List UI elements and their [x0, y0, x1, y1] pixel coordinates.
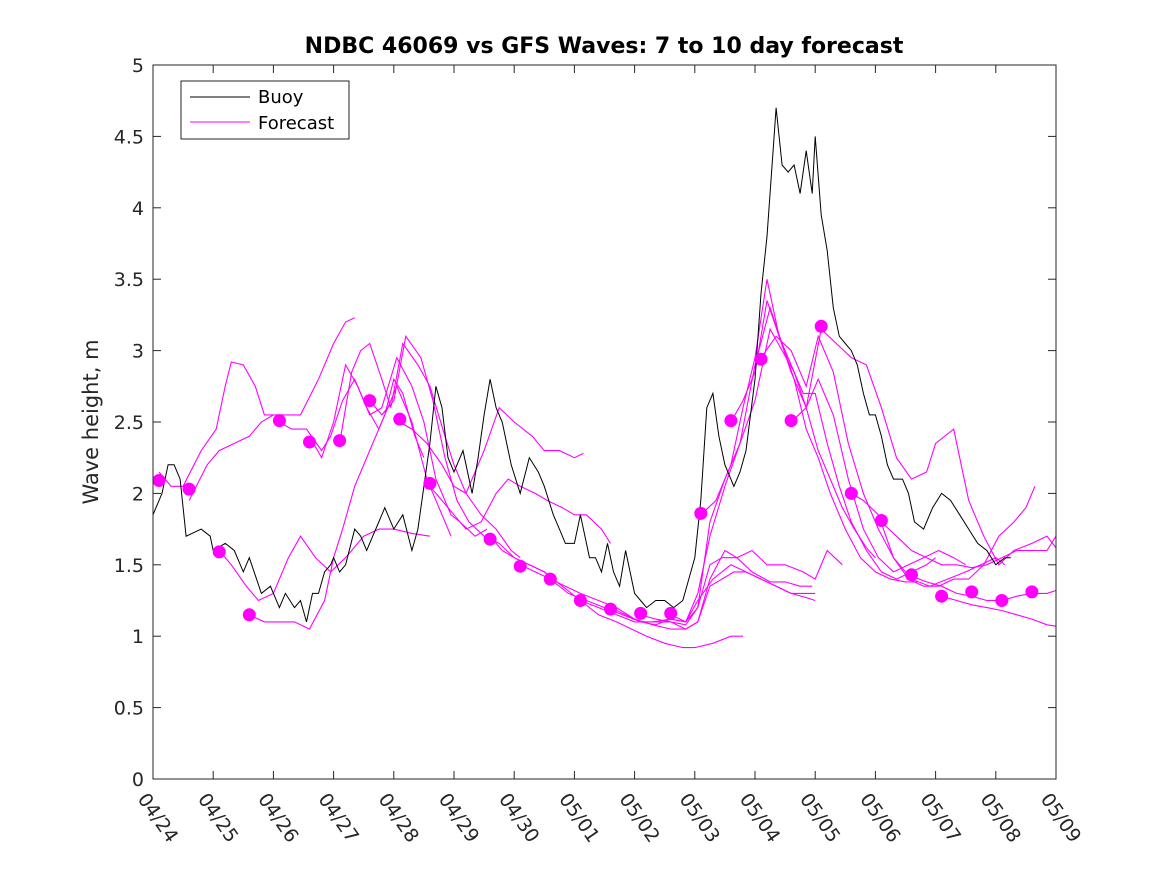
y-tick-label: 4	[132, 198, 144, 220]
chart-title: NDBC 46069 vs GFS Waves: 7 to 10 day for…	[305, 34, 904, 59]
y-tick-label: 2.5	[114, 412, 144, 434]
forecast-run-line-3	[218, 528, 430, 602]
forecast-marker-22	[814, 319, 828, 333]
forecast-marker-26	[935, 589, 949, 603]
legend-forecast-label: Forecast	[258, 113, 334, 134]
y-tick-label: 5	[132, 55, 144, 77]
forecast-marker-1	[152, 474, 166, 487]
forecast-marker-12	[513, 559, 527, 573]
forecast-marker-10	[423, 476, 437, 490]
forecast-run-line-10	[429, 478, 611, 544]
forecast-marker-25	[905, 568, 918, 582]
x-tick-label: 05/09	[1036, 789, 1085, 846]
forecast-marker-21	[784, 414, 798, 428]
y-tick-label: 2	[132, 483, 144, 505]
x-tick-label: 04/24	[133, 789, 182, 846]
forecast-run-line-23	[881, 521, 1057, 569]
forecast-marker-4	[242, 608, 256, 622]
plot-background	[153, 65, 1056, 779]
y-axis: 0 0.5 1 1.5 2 2.5 3 3.5 4 4.5 5	[114, 55, 1056, 791]
forecast-marker-14	[573, 594, 587, 607]
forecast-marker-3	[212, 545, 226, 559]
forecast-run-line-2	[188, 317, 355, 501]
x-tick-label: 04/25	[193, 789, 242, 846]
x-tick-label: 04/29	[434, 789, 483, 846]
forecast-marker-15	[604, 602, 617, 616]
y-axis-label: Wave height, m	[79, 339, 103, 504]
forecast-marker-18	[694, 506, 708, 520]
forecast-marker-16	[634, 606, 648, 620]
x-tick-label: 05/03	[675, 789, 724, 846]
forecast-marker-7	[333, 434, 347, 448]
forecast-run-line-4	[249, 377, 425, 630]
legend-box	[180, 80, 350, 140]
legend-buoy-label: Buoy	[258, 87, 304, 108]
forecast-marker-23	[844, 486, 858, 500]
forecast-marker-28	[995, 594, 1009, 607]
x-tick-label: 05/04	[735, 789, 784, 846]
y-tick-label: 3.5	[114, 269, 144, 291]
buoy-series	[152, 107, 1011, 623]
forecast-marker-9	[393, 412, 407, 426]
plot-area	[152, 64, 1057, 780]
forecast-run-line-16	[640, 327, 876, 626]
forecast-run-line-18	[700, 279, 936, 580]
forecast-marker-20	[754, 352, 768, 366]
x-tick-label: 05/06	[855, 789, 904, 846]
forecast-marker-24	[874, 514, 888, 527]
x-tick-label: 05/01	[554, 789, 603, 846]
forecast-marker-6	[303, 435, 316, 449]
forecast-run-line-7	[339, 342, 521, 559]
y-tick-label: 3	[132, 341, 144, 363]
forecast-run-line-1	[158, 361, 274, 487]
forecast-markers	[152, 319, 1039, 622]
forecast-run-line-21	[790, 328, 1057, 566]
x-tick-label: 05/07	[916, 789, 965, 846]
forecast-marker-8	[363, 394, 377, 408]
forecast-run-line-14	[580, 557, 813, 623]
x-tick-label: 04/30	[494, 789, 543, 846]
forecast-marker-5	[272, 414, 286, 428]
y-tick-label: 4.5	[114, 126, 144, 148]
y-tick-label: 1	[132, 626, 144, 648]
x-tick-label: 05/05	[795, 789, 844, 846]
x-tick-label: 04/27	[314, 789, 363, 846]
legend: Buoy Forecast	[180, 80, 350, 140]
y-tick-label: 0	[132, 769, 144, 791]
forecast-run-line-25	[941, 595, 1057, 627]
forecast-marker-13	[543, 572, 557, 586]
forecast-run-line-20	[760, 334, 1006, 587]
x-tick-label: 04/28	[374, 789, 423, 846]
forecast-run-line-19	[730, 300, 966, 573]
forecast-marker-11	[483, 532, 497, 546]
forecast-marker-17	[664, 606, 678, 620]
forecast-run-line-6	[309, 356, 488, 537]
x-tick-label: 04/26	[253, 789, 302, 846]
forecast-run-line-13	[550, 549, 843, 630]
forecast-marker-29	[1025, 585, 1039, 599]
y-tick-label: 0.5	[114, 698, 144, 720]
forecast-marker-19	[724, 414, 738, 428]
y-tick-label: 1.5	[114, 555, 144, 577]
buoy-line	[152, 107, 1011, 623]
x-tick-label: 05/02	[615, 789, 664, 846]
forecast-marker-2	[182, 482, 196, 496]
x-tick-label: 05/08	[976, 789, 1025, 846]
forecast-run-line-15	[610, 564, 816, 626]
forecast-marker-27	[965, 585, 979, 599]
